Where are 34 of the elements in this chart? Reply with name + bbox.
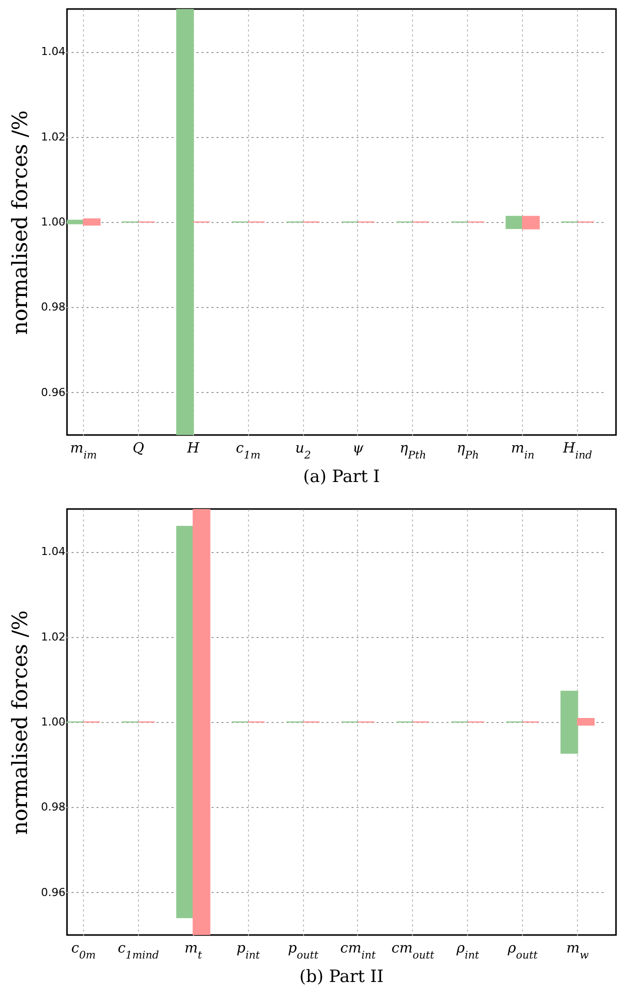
bar [176,526,194,918]
y-tick-label: 1.04 [41,545,66,558]
y-tick-label: 0.96 [41,886,66,899]
x-tick-label: m$_{im}$ [70,440,97,462]
y-tick-label: 1.04 [41,45,66,58]
x-tick-label: H [186,440,200,456]
y-tick-label: 0.98 [41,800,66,814]
x-tick-label: ψ [352,440,364,456]
bar [522,216,540,230]
x-tick-label: c$_{0m}$ [71,940,96,962]
bar [576,718,595,726]
text: (b) Part II [299,967,384,987]
bar [67,220,84,224]
x-tick-label: c$_{1m}$ [236,440,260,462]
y-axis-title: normalised forces /% [8,110,32,335]
x-tick-label: Q [132,440,145,456]
y-tick-label: 1.02 [41,630,66,644]
x-tick-label: m$_{t}$ [184,940,203,962]
y-axis-title: normalised forces /% [8,610,32,835]
y-tick-label: 1.02 [41,130,66,144]
x-tick-label: H$_{ind}$ [562,440,592,462]
y-tick-label: 1.00 [41,216,66,228]
y-tick-label: 0.98 [41,300,66,314]
x-tick-label: u$_{2}$ [295,440,312,462]
bar [192,509,210,935]
x-tick-label: m$_{in}$ [510,440,535,462]
bar [176,9,194,435]
bar [506,216,524,229]
text: (a) Part I [303,467,380,487]
y-tick-label: 1.00 [41,716,66,728]
bar [560,690,578,754]
x-tick-label: m$_{w}$ [566,940,589,962]
y-tick-label: 0.96 [41,386,66,399]
bar [82,218,101,226]
